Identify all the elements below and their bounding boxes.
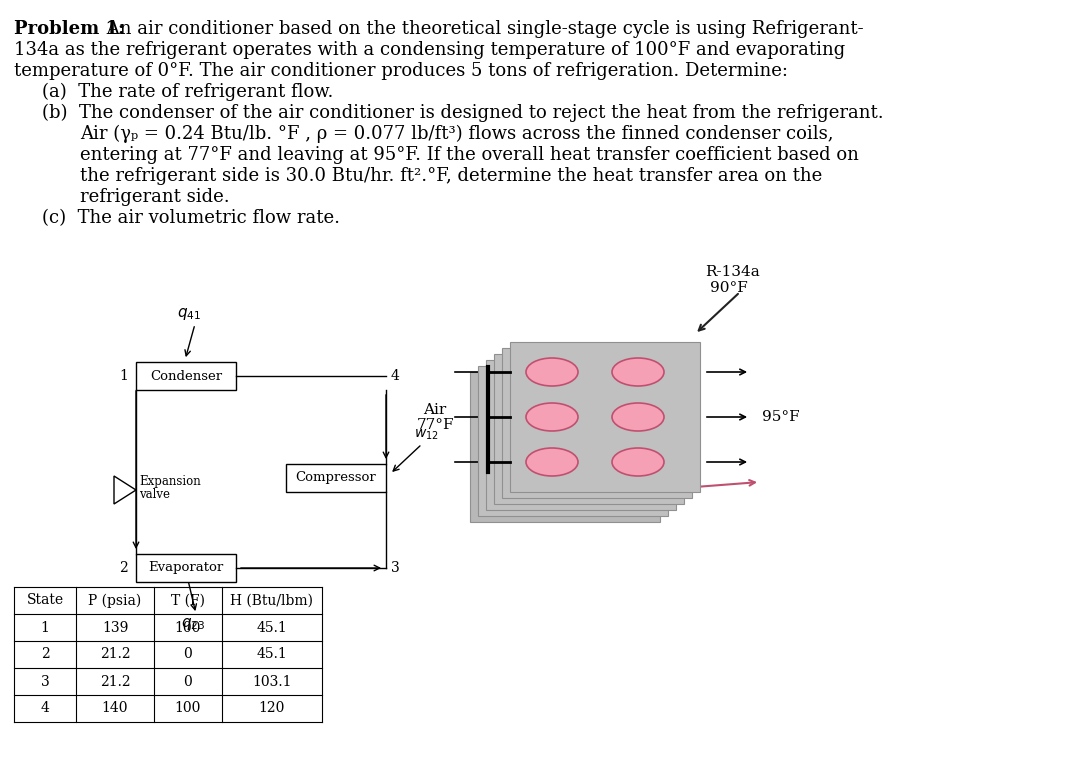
Text: 2: 2 bbox=[119, 561, 128, 575]
Text: 100: 100 bbox=[175, 701, 202, 716]
Text: H (Btu/lbm): H (Btu/lbm) bbox=[230, 594, 313, 608]
Text: refrigerant side.: refrigerant side. bbox=[80, 188, 229, 206]
Text: 140: 140 bbox=[102, 701, 129, 716]
Text: Evaporator: Evaporator bbox=[148, 561, 224, 575]
Text: 45.1: 45.1 bbox=[256, 620, 287, 634]
Ellipse shape bbox=[526, 403, 578, 431]
Ellipse shape bbox=[526, 448, 578, 476]
FancyBboxPatch shape bbox=[494, 354, 684, 504]
Text: Compressor: Compressor bbox=[296, 472, 376, 485]
Text: 139: 139 bbox=[102, 620, 129, 634]
FancyBboxPatch shape bbox=[502, 348, 693, 498]
Text: 95°F: 95°F bbox=[762, 410, 800, 424]
Text: the refrigerant side is 30.0 Btu/hr. ft².°F, determine the heat transfer area on: the refrigerant side is 30.0 Btu/hr. ft²… bbox=[80, 167, 822, 185]
Text: 0: 0 bbox=[183, 647, 192, 662]
Text: 21.2: 21.2 bbox=[100, 675, 131, 688]
Text: 77°F: 77°F bbox=[416, 418, 453, 432]
Text: Condenser: Condenser bbox=[150, 370, 222, 382]
Text: 0: 0 bbox=[183, 675, 192, 688]
Text: 134a as the refrigerant operates with a condensing temperature of 100°F and evap: 134a as the refrigerant operates with a … bbox=[14, 41, 845, 59]
Text: Air: Air bbox=[423, 403, 447, 417]
Text: (b)  The condenser of the air conditioner is designed to reject the heat from th: (b) The condenser of the air conditioner… bbox=[42, 104, 883, 122]
Text: T (F): T (F) bbox=[172, 594, 205, 608]
Text: Expansion: Expansion bbox=[139, 475, 200, 489]
Text: 103.1: 103.1 bbox=[252, 675, 292, 688]
Text: 21.2: 21.2 bbox=[100, 647, 131, 662]
Text: State: State bbox=[27, 594, 63, 608]
Text: 1: 1 bbox=[41, 620, 49, 634]
FancyBboxPatch shape bbox=[136, 362, 236, 390]
Text: 45.1: 45.1 bbox=[256, 647, 287, 662]
FancyBboxPatch shape bbox=[286, 464, 386, 492]
Text: 3: 3 bbox=[41, 675, 49, 688]
Ellipse shape bbox=[526, 358, 578, 386]
Text: 100: 100 bbox=[175, 620, 202, 634]
FancyBboxPatch shape bbox=[470, 372, 660, 522]
FancyBboxPatch shape bbox=[510, 342, 700, 492]
Text: R-134a: R-134a bbox=[705, 265, 760, 279]
Text: 4: 4 bbox=[391, 369, 400, 383]
Polygon shape bbox=[114, 476, 136, 504]
Text: entering at 77°F and leaving at 95°F. If the overall heat transfer coefficient b: entering at 77°F and leaving at 95°F. If… bbox=[80, 146, 859, 164]
Text: 90°F: 90°F bbox=[710, 281, 748, 295]
Text: Problem 1:: Problem 1: bbox=[14, 20, 124, 38]
Text: Air (γₚ = 0.24 Btu/lb. °F , ρ = 0.077 lb/ft³) flows across the finned condenser : Air (γₚ = 0.24 Btu/lb. °F , ρ = 0.077 lb… bbox=[80, 125, 834, 143]
Text: An air conditioner based on the theoretical single-stage cycle is using Refriger: An air conditioner based on the theoreti… bbox=[101, 20, 864, 38]
Ellipse shape bbox=[612, 448, 664, 476]
Text: $q_{23}$: $q_{23}$ bbox=[181, 616, 205, 632]
Text: 1: 1 bbox=[119, 369, 128, 383]
Text: valve: valve bbox=[139, 489, 170, 501]
Ellipse shape bbox=[612, 403, 664, 431]
Text: temperature of 0°F. The air conditioner produces 5 tons of refrigeration. Determ: temperature of 0°F. The air conditioner … bbox=[14, 62, 788, 80]
Text: 120: 120 bbox=[258, 701, 285, 716]
Text: 2: 2 bbox=[41, 647, 49, 662]
Text: 3: 3 bbox=[391, 561, 400, 575]
Text: 90°F: 90°F bbox=[610, 496, 647, 510]
Text: P (psia): P (psia) bbox=[88, 594, 142, 608]
Ellipse shape bbox=[612, 358, 664, 386]
Text: (a)  The rate of refrigerant flow.: (a) The rate of refrigerant flow. bbox=[42, 83, 333, 101]
Text: $q_{41}$: $q_{41}$ bbox=[177, 306, 202, 322]
Text: 4: 4 bbox=[41, 701, 49, 716]
Text: (c)  The air volumetric flow rate.: (c) The air volumetric flow rate. bbox=[42, 209, 340, 227]
Text: $w_{12}$: $w_{12}$ bbox=[414, 428, 438, 442]
FancyBboxPatch shape bbox=[486, 360, 676, 510]
FancyBboxPatch shape bbox=[478, 366, 668, 516]
FancyBboxPatch shape bbox=[136, 554, 236, 582]
